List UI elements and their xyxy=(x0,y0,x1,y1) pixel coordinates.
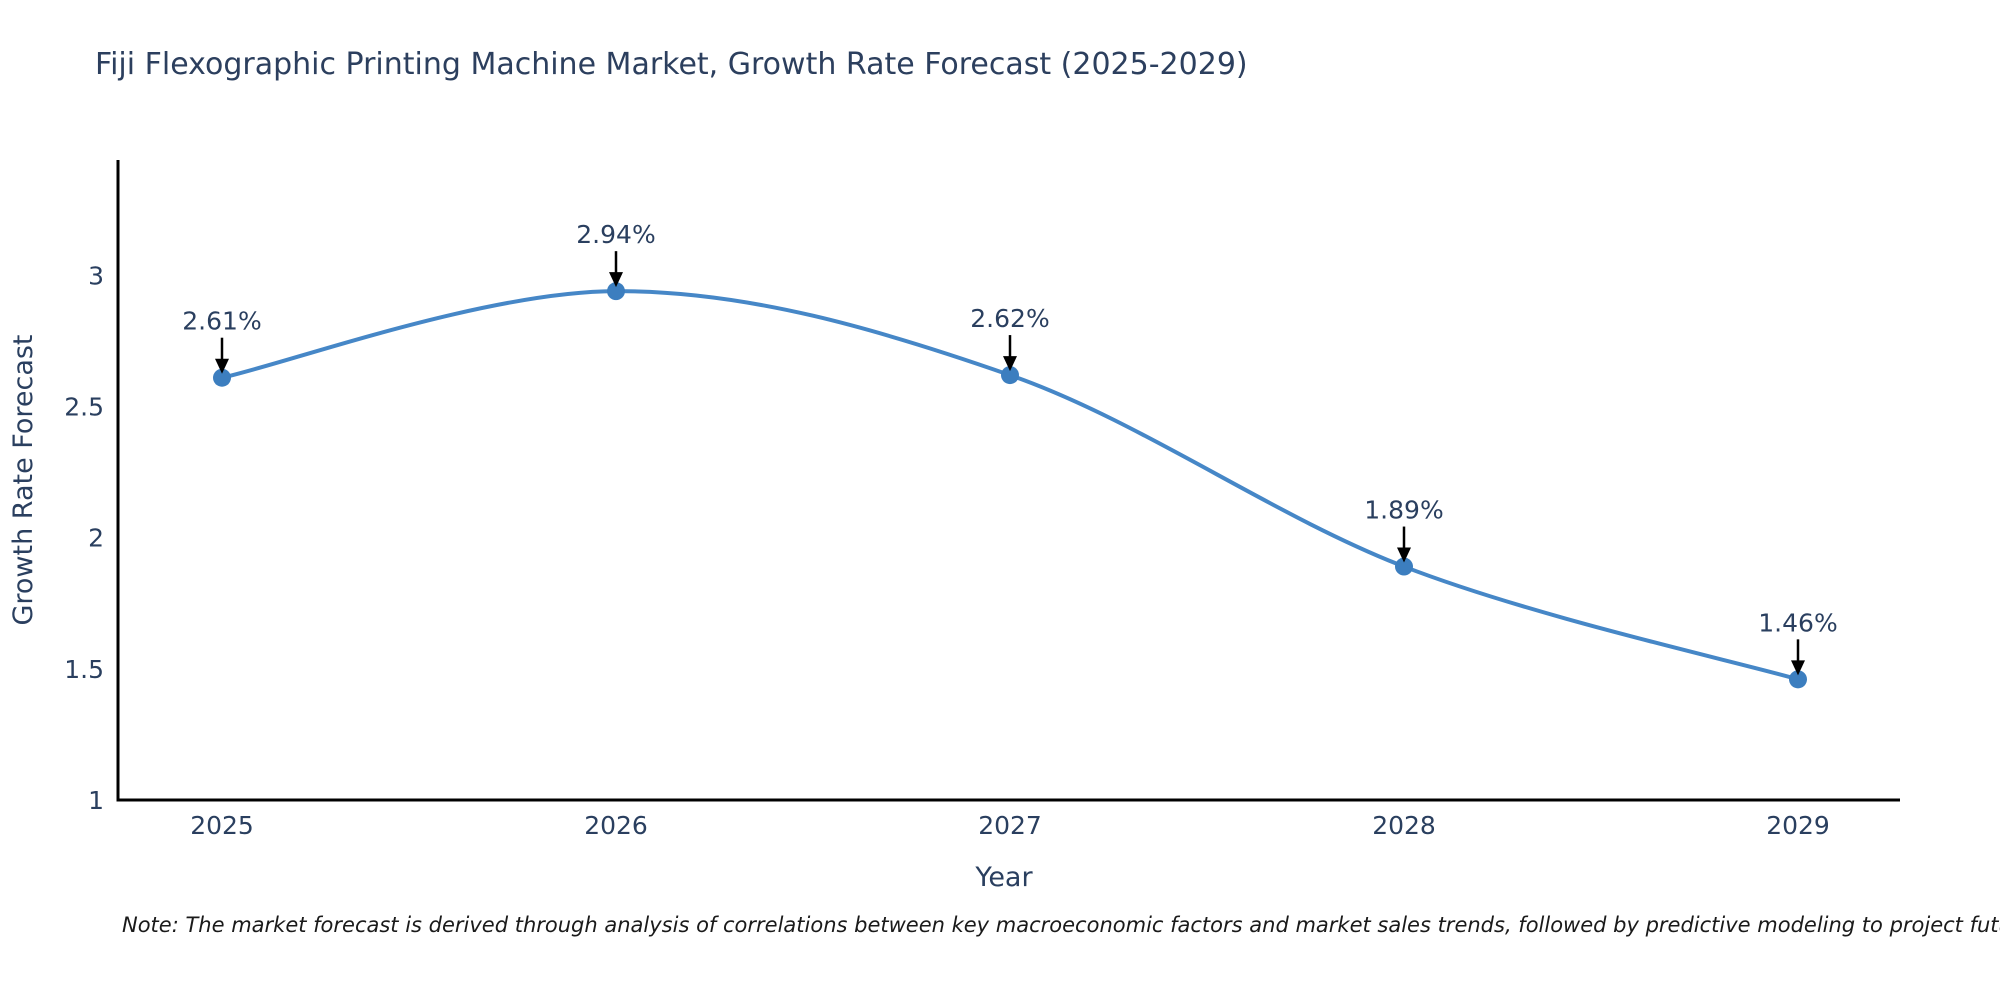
annotation-arrow-head xyxy=(215,358,229,374)
y-tick-label: 2.5 xyxy=(64,393,104,422)
annotation-arrow-head xyxy=(609,272,623,288)
data-point-label: 2.62% xyxy=(970,304,1049,333)
x-tick-label: 2027 xyxy=(978,811,1042,840)
x-axis-title: Year xyxy=(974,862,1033,893)
data-point-marker xyxy=(1001,366,1019,385)
y-tick-label: 1 xyxy=(88,786,104,815)
x-tick-label: 2029 xyxy=(1766,811,1830,840)
footnote: Note: The market forecast is derived thr… xyxy=(122,913,2000,937)
data-point-label: 2.61% xyxy=(182,307,261,336)
data-point-label: 1.46% xyxy=(1758,608,1837,637)
annotation-arrow-head xyxy=(1791,660,1805,676)
data-point-marker xyxy=(1395,557,1413,576)
y-tick-label: 2 xyxy=(88,524,104,553)
data-point-label: 2.94% xyxy=(576,220,655,249)
y-tick-label: 3 xyxy=(88,261,104,290)
x-tick-label: 2025 xyxy=(190,811,254,840)
annotation-arrow-head xyxy=(1397,547,1411,563)
y-tick-label: 1.5 xyxy=(64,655,104,684)
y-axis-title: Growth Rate Forecast xyxy=(8,334,39,625)
data-point-marker xyxy=(213,368,231,387)
x-tick-label: 2028 xyxy=(1372,811,1436,840)
x-tick-label: 2026 xyxy=(584,811,648,840)
data-point-marker xyxy=(607,282,625,301)
chart-title: Fiji Flexographic Printing Machine Marke… xyxy=(95,47,1248,82)
data-point-label: 1.89% xyxy=(1364,496,1443,525)
data-point-marker xyxy=(1789,670,1807,689)
annotation-arrow-head xyxy=(1003,356,1017,372)
